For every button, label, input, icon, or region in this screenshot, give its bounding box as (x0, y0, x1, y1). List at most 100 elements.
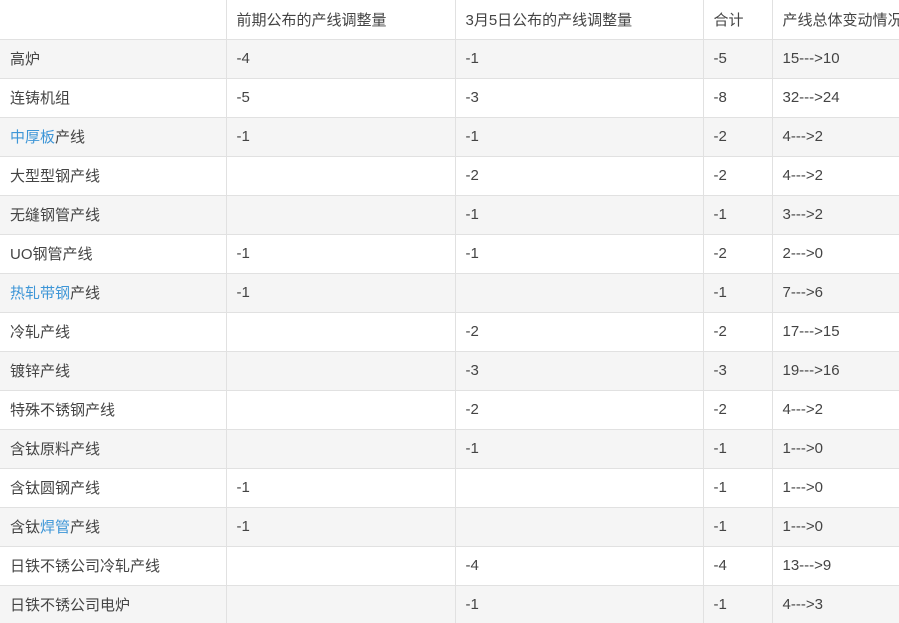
table-row: 特殊不锈钢产线 -2 -2 4--->2 (0, 390, 899, 430)
march5-adjustment-cell: -1 (455, 195, 704, 235)
overall-change-cell: 1--->0 (772, 429, 899, 469)
prev-adjustment-cell: -1 (226, 234, 456, 274)
overall-change-cell: 3--->2 (772, 195, 899, 235)
label-text: 高炉 (10, 51, 41, 68)
prev-adjustment-cell: -5 (226, 78, 456, 118)
prev-adjustment-cell (226, 351, 456, 391)
overall-change-cell: 17--->15 (772, 312, 899, 352)
overall-change-cell: 4--->3 (772, 585, 899, 623)
total-cell: -4 (703, 546, 773, 586)
total-cell: -1 (703, 429, 773, 469)
table-header: 前期公布的产线调整量 3月5日公布的产线调整量 合计 产线总体变动情况 (0, 0, 899, 40)
column-header-product-line (0, 0, 227, 40)
table-row: 镀锌产线 -3 -3 19--->16 (0, 351, 899, 391)
column-header-previous-adjustment: 前期公布的产线调整量 (226, 0, 456, 40)
total-cell: -1 (703, 273, 773, 313)
product-line-link[interactable]: 焊管 (40, 519, 71, 536)
table-row: UO钢管产线 -1 -1 -2 2--->0 (0, 234, 899, 274)
prev-adjustment-cell (226, 546, 456, 586)
table-row: 中厚板产线 -1 -1 -2 4--->2 (0, 117, 899, 157)
march5-adjustment-cell (455, 273, 704, 313)
table-row: 含钛圆钢产线 -1 -1 1--->0 (0, 468, 899, 508)
label-text: 特殊不锈钢产线 (10, 402, 116, 419)
overall-change-cell: 19--->16 (772, 351, 899, 391)
overall-change-cell: 7--->6 (772, 273, 899, 313)
label-text: 冷轧产线 (10, 324, 71, 341)
total-cell: -1 (703, 585, 773, 623)
table-row: 日铁不锈公司电炉 -1 -1 4--->3 (0, 585, 899, 623)
prev-adjustment-cell: -4 (226, 39, 456, 79)
product-line-label: 中厚板产线 (0, 117, 227, 157)
total-cell: -1 (703, 468, 773, 508)
total-cell: -1 (703, 195, 773, 235)
prev-adjustment-cell (226, 312, 456, 352)
product-line-label: 含钛圆钢产线 (0, 468, 227, 508)
product-line-label: 大型型钢产线 (0, 156, 227, 196)
product-line-link[interactable]: 中厚板 (10, 129, 56, 146)
product-line-label: 日铁不锈公司冷轧产线 (0, 546, 227, 586)
table-row: 热轧带钢产线 -1 -1 7--->6 (0, 273, 899, 313)
table-row: 含钛原料产线 -1 -1 1--->0 (0, 429, 899, 469)
prev-adjustment-cell (226, 195, 456, 235)
march5-adjustment-cell: -1 (455, 585, 704, 623)
product-line-label: 日铁不锈公司电炉 (0, 585, 227, 623)
prev-adjustment-cell (226, 429, 456, 469)
total-cell: -3 (703, 351, 773, 391)
march5-adjustment-cell: -1 (455, 117, 704, 157)
table-body: 高炉 -4 -1 -5 15--->10 连铸机组 -5 -3 -8 32--->24 中厚板产线 -… (0, 39, 899, 623)
label-text: 产线 (55, 129, 86, 146)
column-header-total: 合计 (703, 0, 773, 40)
label-text: 日铁不锈公司冷轧产线 (10, 558, 161, 575)
total-cell: -5 (703, 39, 773, 79)
header-row: 前期公布的产线调整量 3月5日公布的产线调整量 合计 产线总体变动情况 (0, 0, 899, 40)
overall-change-cell: 4--->2 (772, 117, 899, 157)
prev-adjustment-cell: -1 (226, 507, 456, 547)
product-line-label: UO钢管产线 (0, 234, 227, 274)
label-text: 无缝钢管产线 (10, 207, 101, 224)
march5-adjustment-cell: -4 (455, 546, 704, 586)
march5-adjustment-cell: -1 (455, 39, 704, 79)
march5-adjustment-cell (455, 507, 704, 547)
march5-adjustment-cell: -2 (455, 390, 704, 430)
product-line-label: 热轧带钢产线 (0, 273, 227, 313)
table-row: 日铁不锈公司冷轧产线 -4 -4 13--->9 (0, 546, 899, 586)
label-text: 日铁不锈公司电炉 (10, 597, 131, 614)
overall-change-cell: 4--->2 (772, 390, 899, 430)
prev-adjustment-cell: -1 (226, 468, 456, 508)
total-cell: -2 (703, 234, 773, 274)
product-line-label: 冷轧产线 (0, 312, 227, 352)
table-row: 高炉 -4 -1 -5 15--->10 (0, 39, 899, 79)
total-cell: -2 (703, 390, 773, 430)
march5-adjustment-cell: -3 (455, 351, 704, 391)
product-line-label: 连铸机组 (0, 78, 227, 118)
total-cell: -1 (703, 507, 773, 547)
prev-adjustment-cell (226, 156, 456, 196)
overall-change-cell: 15--->10 (772, 39, 899, 79)
label-text: 含钛原料产线 (10, 441, 101, 458)
table-row: 大型型钢产线 -2 -2 4--->2 (0, 156, 899, 196)
product-line-link[interactable]: 热轧带钢 (10, 285, 71, 302)
march5-adjustment-cell: -1 (455, 234, 704, 274)
product-line-label: 高炉 (0, 39, 227, 79)
label-text: 大型型钢产线 (10, 168, 101, 185)
prev-adjustment-cell (226, 585, 456, 623)
product-line-label: 镀锌产线 (0, 351, 227, 391)
total-cell: -2 (703, 117, 773, 157)
table-row: 连铸机组 -5 -3 -8 32--->24 (0, 78, 899, 118)
product-line-label: 含钛原料产线 (0, 429, 227, 469)
march5-adjustment-cell: -2 (455, 156, 704, 196)
march5-adjustment-cell: -3 (455, 78, 704, 118)
label-text: 产线 (70, 519, 101, 536)
table-row: 含钛焊管产线 -1 -1 1--->0 (0, 507, 899, 547)
overall-change-cell: 4--->2 (772, 156, 899, 196)
product-line-label: 无缝钢管产线 (0, 195, 227, 235)
prev-adjustment-cell: -1 (226, 273, 456, 313)
column-header-march5-adjustment: 3月5日公布的产线调整量 (455, 0, 704, 40)
overall-change-cell: 2--->0 (772, 234, 899, 274)
total-cell: -2 (703, 156, 773, 196)
table-row: 冷轧产线 -2 -2 17--->15 (0, 312, 899, 352)
march5-adjustment-cell: -1 (455, 429, 704, 469)
label-text: 镀锌产线 (10, 363, 71, 380)
